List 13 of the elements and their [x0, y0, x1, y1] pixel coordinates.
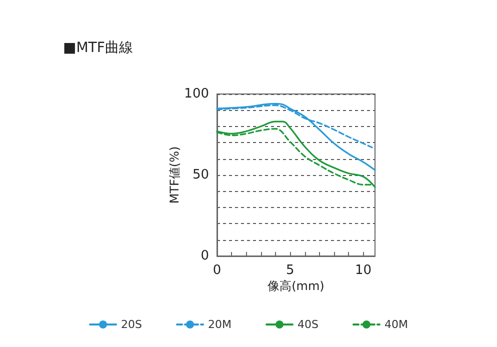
legend-label: 20M [208, 318, 232, 331]
y-tick-label: 0 [200, 248, 209, 264]
legend-label: 40S [298, 318, 318, 331]
x-tick-label: 5 [286, 263, 294, 278]
text: ■MTF曲線 [63, 40, 133, 56]
y-axis-title: MTF値(%) [167, 146, 182, 204]
x-tick-label: 0 [212, 263, 222, 278]
legend-label: 40M [384, 318, 408, 331]
legend-label: 20S [121, 318, 142, 331]
y-tick-label: 100 [184, 86, 209, 102]
x-axis-title: 像高(mm) [268, 279, 324, 293]
y-tick-label: 50 [192, 168, 209, 182]
x-tick-label: 10 [355, 263, 372, 278]
